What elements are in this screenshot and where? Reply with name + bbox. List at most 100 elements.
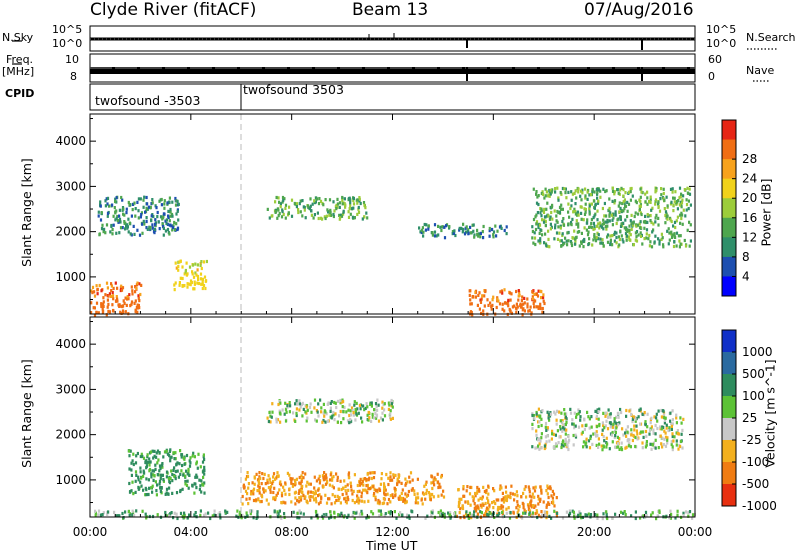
data-cell [172, 451, 175, 455]
data-cell [569, 411, 573, 415]
data-cell [387, 482, 390, 487]
data-cell [278, 411, 281, 415]
data-cell [112, 297, 115, 301]
data-cell [95, 310, 98, 314]
data-cell [381, 411, 384, 415]
data-cell [360, 499, 364, 503]
data-cell [353, 501, 356, 505]
data-cell [586, 190, 589, 194]
data-cell [322, 402, 325, 406]
data-cell [324, 198, 327, 202]
data-cell [501, 498, 504, 502]
data-cell [562, 223, 566, 227]
data-cell [162, 233, 165, 237]
data-cell [319, 479, 322, 483]
data-cell [116, 297, 119, 301]
data-cell [111, 290, 114, 295]
data-cell [505, 490, 508, 494]
data-cell [104, 231, 107, 235]
data-cell [542, 220, 546, 224]
data-cell [680, 421, 683, 425]
data-cell [634, 419, 637, 423]
data-cell [95, 284, 98, 288]
data-cell [374, 402, 378, 406]
data-cell [93, 313, 97, 317]
data-cell [351, 514, 354, 518]
data-cell [281, 209, 284, 214]
data-cell [112, 286, 115, 290]
data-region-3 [266, 398, 394, 425]
data-cell [675, 421, 678, 425]
data-cell [613, 192, 616, 196]
data-cell [148, 467, 152, 472]
data-cell [580, 516, 583, 520]
data-cell [471, 495, 474, 499]
data-cell [322, 476, 325, 480]
data-cell [119, 220, 122, 224]
data-cell [662, 191, 665, 196]
data-cell [628, 237, 631, 242]
data-cell [141, 454, 144, 459]
data-cell [121, 286, 125, 290]
data-cell [657, 237, 660, 241]
data-cell [160, 203, 163, 207]
data-cell [467, 231, 470, 235]
data-cell [625, 226, 628, 230]
data-cell [349, 413, 353, 417]
data-cell [296, 498, 299, 502]
data-cell [145, 226, 148, 230]
data-cell [649, 195, 652, 199]
data-cell [595, 188, 598, 192]
data-cell [469, 289, 472, 293]
data-cell [349, 481, 352, 485]
data-cell [367, 478, 370, 482]
data-cell [675, 443, 678, 447]
data-cell [367, 410, 370, 415]
data-cell [628, 438, 631, 442]
data-cell [658, 239, 661, 243]
data-cell [271, 402, 274, 406]
data-cell [485, 506, 489, 510]
data-cell [199, 484, 202, 488]
data-cell [491, 298, 494, 302]
data-cell [394, 473, 397, 477]
data-cell [537, 444, 540, 448]
data-cell [630, 514, 633, 518]
data-cell [630, 428, 633, 432]
data-cell [377, 509, 380, 513]
data-cell [449, 511, 452, 515]
data-cell [387, 401, 390, 405]
data-cell [587, 242, 590, 247]
data-cell [302, 493, 305, 497]
data-cell [123, 221, 126, 225]
data-cell [610, 433, 613, 437]
data-cell [424, 482, 427, 486]
data-cell [659, 425, 662, 429]
data-cell [300, 477, 303, 482]
data-cell [537, 420, 540, 424]
data-cell [300, 474, 303, 478]
data-cell [153, 227, 156, 231]
data-cell [499, 484, 502, 488]
data-cell [347, 210, 350, 214]
data-cell [389, 416, 392, 420]
data-cell [266, 481, 269, 485]
data-cell [184, 479, 187, 484]
data-cell [631, 419, 634, 424]
data-cell [583, 226, 586, 230]
data-cell [568, 438, 571, 442]
data-cell [662, 413, 666, 417]
data-cell [363, 215, 366, 219]
data-cell [319, 216, 323, 220]
data-cell [581, 188, 584, 192]
data-cell [572, 510, 575, 514]
data-cell [262, 487, 265, 491]
data-cell [523, 508, 526, 512]
data-cell [646, 213, 649, 217]
data-cell [246, 471, 249, 475]
data-cell [545, 440, 548, 444]
data-region-0 [127, 448, 206, 497]
data-cell [182, 473, 185, 477]
data-cell [602, 423, 605, 428]
data-cell [659, 427, 662, 431]
